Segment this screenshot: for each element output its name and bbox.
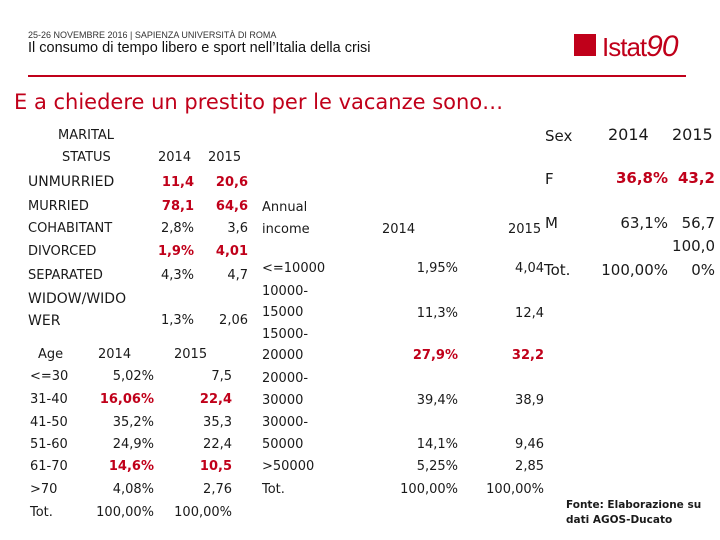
marital-row-label: UNMURRIED <box>28 174 115 190</box>
income-row-2015: 12,4 <box>515 306 544 321</box>
income-col-2014: 2014 <box>382 222 416 237</box>
marital-header-line1: MARITAL <box>58 128 115 143</box>
income-row-label: 20000 <box>262 348 304 363</box>
marital-row-2014: 2,8% <box>160 221 194 236</box>
header-divider <box>28 75 686 77</box>
income-row-2014: 11,3% <box>416 306 458 321</box>
age-row-2015: 7,5 <box>211 369 232 384</box>
marital-row-2014: 4,3% <box>160 268 194 283</box>
age-row-2015: 22,4 <box>199 392 232 407</box>
marital-row-2014: 1,9% <box>157 244 194 259</box>
marital-row-2015: 2,06 <box>219 313 248 328</box>
marital-row-2014: 11,4 <box>161 175 194 190</box>
income-row-2014: 14,1% <box>416 437 458 452</box>
income-row-2014: 27,9% <box>412 348 458 363</box>
sex-col-label: Sex <box>545 127 573 145</box>
marital-row-2015: 20,6 <box>215 175 248 190</box>
sex-row-2015: 0% <box>691 261 715 279</box>
sex-row-2014: 36,8% <box>615 169 668 187</box>
logo-number: 90 <box>646 30 678 63</box>
age-row-2015: 22,4 <box>203 437 232 452</box>
sex-row-2014: 100,00% <box>601 261 668 279</box>
marital-row-label: MURRIED <box>28 199 89 214</box>
income-row-label: >50000 <box>262 459 315 474</box>
marital-row-2014: 1,3% <box>160 313 194 328</box>
marital-col-2014: 2014 <box>158 150 192 165</box>
income-row-2014: 1,95% <box>416 261 458 276</box>
sex-row-2015: 56,7 <box>681 214 715 232</box>
sex-col-2015: 2015 <box>672 125 713 144</box>
age-col-label: Age <box>38 347 64 362</box>
income-row-2015: 32,2 <box>511 348 544 363</box>
sex-row-2015: 100,0 <box>672 237 715 255</box>
istat-logo: Istat90 <box>572 28 692 72</box>
age-row-2014: 24,9% <box>112 437 154 452</box>
age-row-2014: 100,00% <box>96 505 154 520</box>
marital-row-2015: 3,6 <box>227 221 248 236</box>
age-row-2014: 35,2% <box>112 415 154 430</box>
income-row-label: 50000 <box>262 437 304 452</box>
event-caption: 25-26 NOVEMBRE 2016 | SAPIENZA UNIVERSIT… <box>28 30 277 40</box>
income-row-2014: 100,00% <box>400 482 458 497</box>
income-row-label: 15000- <box>262 327 309 342</box>
age-row-label: >70 <box>30 482 58 497</box>
marital-row-2015: 64,6 <box>215 199 248 214</box>
logo-mark-icon <box>574 34 596 56</box>
age-row-label: Tot. <box>30 505 53 520</box>
marital-row-label: WER <box>28 313 61 329</box>
income-row-2014: 5,25% <box>416 459 458 474</box>
income-col-label-line1: Annual <box>262 200 308 215</box>
sex-row-label: F <box>545 170 554 188</box>
age-col-2015: 2015 <box>174 347 208 362</box>
income-row-label: 20000- <box>262 371 309 386</box>
income-row-label: 10000- <box>262 284 309 299</box>
marital-col-2015: 2015 <box>208 150 242 165</box>
income-row-2015: 9,46 <box>515 437 544 452</box>
income-row-label: Tot. <box>262 482 285 497</box>
logo-text: Istat90 <box>602 30 679 63</box>
age-row-label: 41-50 <box>30 415 68 430</box>
age-row-label: <=30 <box>30 369 69 384</box>
marital-row-2015: 4,7 <box>227 268 248 283</box>
marital-row-2014: 78,1 <box>161 199 194 214</box>
age-row-2015: 10,5 <box>199 459 232 474</box>
sex-row-2015: 43,2 <box>677 169 715 187</box>
income-row-2015: 2,85 <box>515 459 544 474</box>
income-row-label: 30000- <box>262 415 309 430</box>
sex-col-2014: 2014 <box>608 125 649 144</box>
sex-row-label: Tot. <box>544 261 571 279</box>
sex-row-label: M <box>545 214 558 232</box>
marital-row-label: SEPARATED <box>28 268 103 283</box>
income-row-2015: 38,9 <box>515 393 544 408</box>
income-row-2015: 100,00% <box>486 482 544 497</box>
age-col-2014: 2014 <box>98 347 132 362</box>
slide-title: E a chiedere un prestito per le vacanze … <box>14 90 504 114</box>
age-row-label: 31-40 <box>30 392 68 407</box>
age-row-2014: 14,6% <box>108 459 154 474</box>
age-row-2014: 16,06% <box>99 392 154 407</box>
presentation-title: Il consumo di tempo libero e sport nell’… <box>28 40 371 56</box>
age-row-label: 51-60 <box>30 437 68 452</box>
sex-row-2014: 63,1% <box>620 214 668 232</box>
marital-row-label: COHABITANT <box>28 221 113 236</box>
income-row-label: 30000 <box>262 393 304 408</box>
income-row-2014: 39,4% <box>416 393 458 408</box>
income-row-label: <=10000 <box>262 261 326 276</box>
income-row-label: 15000 <box>262 305 304 320</box>
income-col-2015: 2015 <box>508 222 542 237</box>
marital-row-2015: 4,01 <box>215 244 248 259</box>
income-row-2015: 4,04 <box>515 261 544 276</box>
marital-row-label: WIDOW/WIDO <box>28 291 127 307</box>
income-col-label-line2: income <box>262 222 310 237</box>
age-row-2014: 5,02% <box>112 369 154 384</box>
age-row-2015: 100,00% <box>174 505 232 520</box>
marital-row-label: DIVORCED <box>28 244 97 259</box>
marital-header-line2: STATUS <box>62 150 111 165</box>
age-row-2015: 2,76 <box>203 482 232 497</box>
age-row-label: 61-70 <box>30 459 68 474</box>
age-row-2014: 4,08% <box>112 482 154 497</box>
source-note: Fonte: Elaborazione su dati AGOS-Ducato <box>566 499 702 526</box>
age-row-2015: 35,3 <box>203 415 232 430</box>
